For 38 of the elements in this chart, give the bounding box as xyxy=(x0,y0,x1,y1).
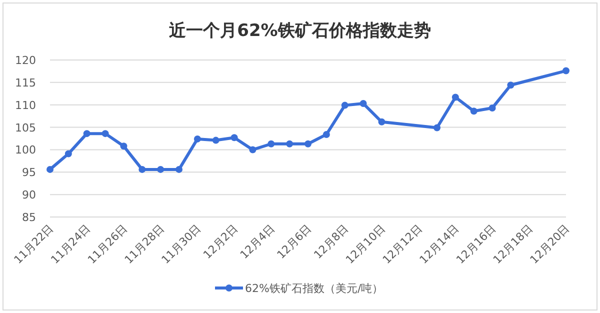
y-tick-label: 110 xyxy=(15,98,36,112)
point xyxy=(268,140,275,148)
point xyxy=(507,82,514,89)
point xyxy=(46,166,54,173)
point xyxy=(249,146,256,154)
y-tick-label: 90 xyxy=(22,188,36,202)
y-tick-label: 85 xyxy=(22,211,36,224)
x-tick-label: 12月6日 xyxy=(274,222,314,262)
point xyxy=(434,124,440,132)
point xyxy=(138,166,146,173)
point xyxy=(488,104,496,112)
point xyxy=(176,166,182,173)
y-tick-label: 115 xyxy=(15,76,36,90)
point xyxy=(360,100,367,108)
legend-label: 62%铁矿石指数（美元/吨） xyxy=(245,282,384,295)
x-tick-label: 12月4日 xyxy=(238,222,278,262)
point xyxy=(212,136,220,144)
point xyxy=(102,130,109,138)
point xyxy=(286,140,294,148)
y-tick-label: 105 xyxy=(15,121,36,134)
point xyxy=(304,140,312,148)
point xyxy=(230,134,238,142)
y-tick-label: 95 xyxy=(22,166,36,180)
point xyxy=(322,130,330,138)
y-tick-label: 100 xyxy=(15,144,36,157)
point xyxy=(470,108,478,115)
point xyxy=(452,94,459,101)
y-tick-label: 120 xyxy=(15,54,36,67)
point xyxy=(562,67,570,74)
x-tick-label: 12月2日 xyxy=(200,222,240,262)
point xyxy=(341,102,348,109)
point xyxy=(378,118,386,126)
point xyxy=(194,135,201,142)
chart-title: 近一个月62%铁矿石价格指数走势 xyxy=(168,21,431,41)
point xyxy=(64,150,72,158)
point xyxy=(120,142,128,150)
point xyxy=(83,130,90,138)
point xyxy=(157,166,164,173)
